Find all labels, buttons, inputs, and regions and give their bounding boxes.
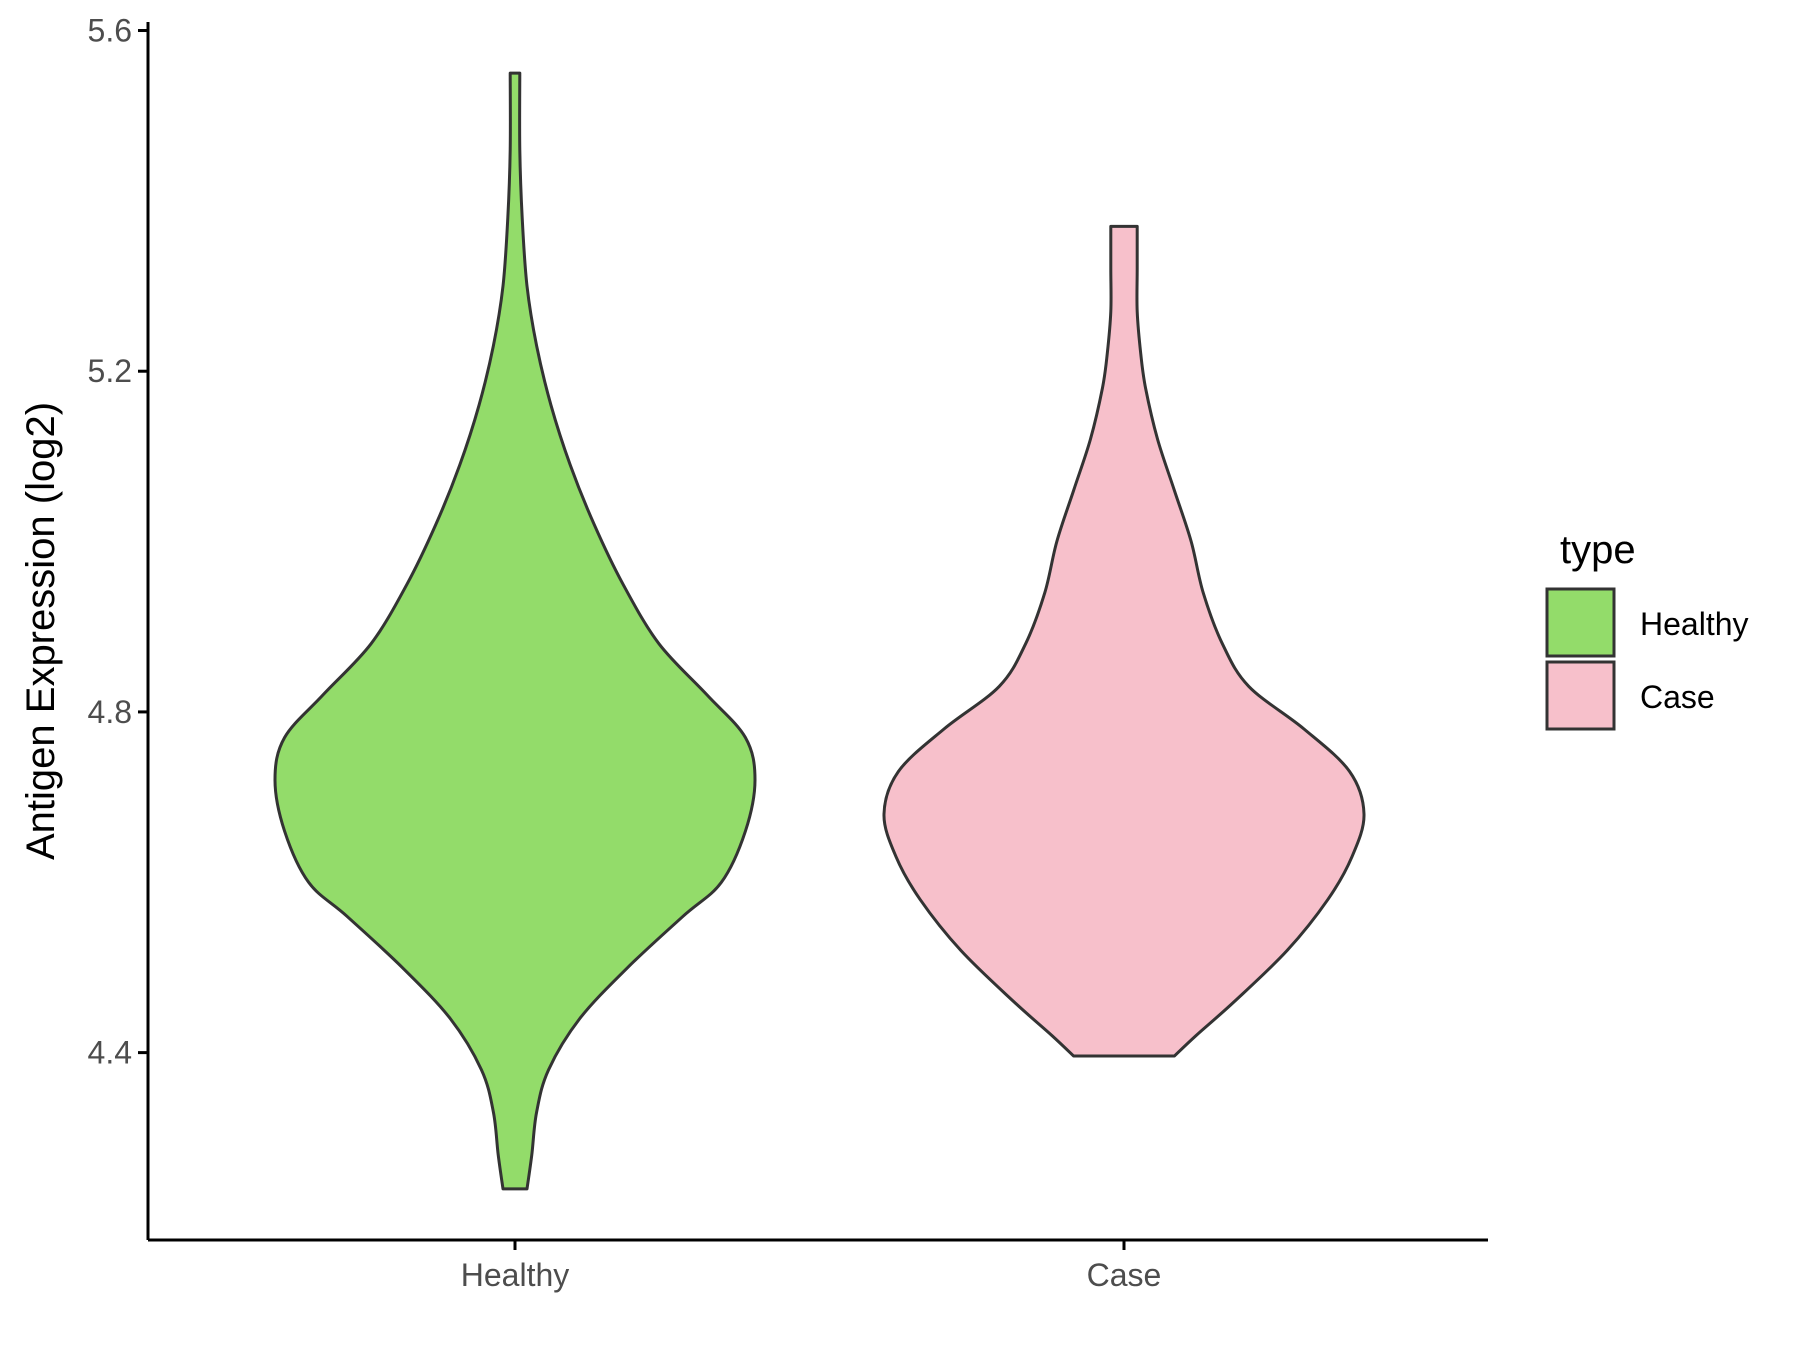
legend-label: Healthy xyxy=(1640,606,1749,642)
legend-items: Healthy Case xyxy=(1545,587,1749,731)
violin-layer xyxy=(273,71,1366,1191)
x-tick-label: Case xyxy=(1087,1257,1162,1293)
legend-key-case xyxy=(1545,660,1616,731)
y-axis-title: Antigen Expression (log2) xyxy=(19,402,63,860)
y-tick-label: 5.2 xyxy=(88,353,132,389)
legend-key-healthy xyxy=(1545,587,1616,658)
y-tick-label: 4.4 xyxy=(88,1035,132,1071)
legend-title: type xyxy=(1560,528,1636,572)
y-ticks: 4.4 4.8 5.2 5.6 xyxy=(88,13,148,1071)
violin-case xyxy=(882,224,1366,1058)
x-tick-label: Healthy xyxy=(461,1257,570,1293)
legend-label: Case xyxy=(1640,679,1715,715)
violin-healthy xyxy=(273,71,757,1191)
y-tick-label: 4.8 xyxy=(88,694,132,730)
axes xyxy=(146,22,1488,1242)
x-ticks: Healthy Case xyxy=(461,1240,1162,1293)
y-tick-label: 5.6 xyxy=(88,13,132,49)
legend: type Healthy Case xyxy=(1545,528,1749,731)
